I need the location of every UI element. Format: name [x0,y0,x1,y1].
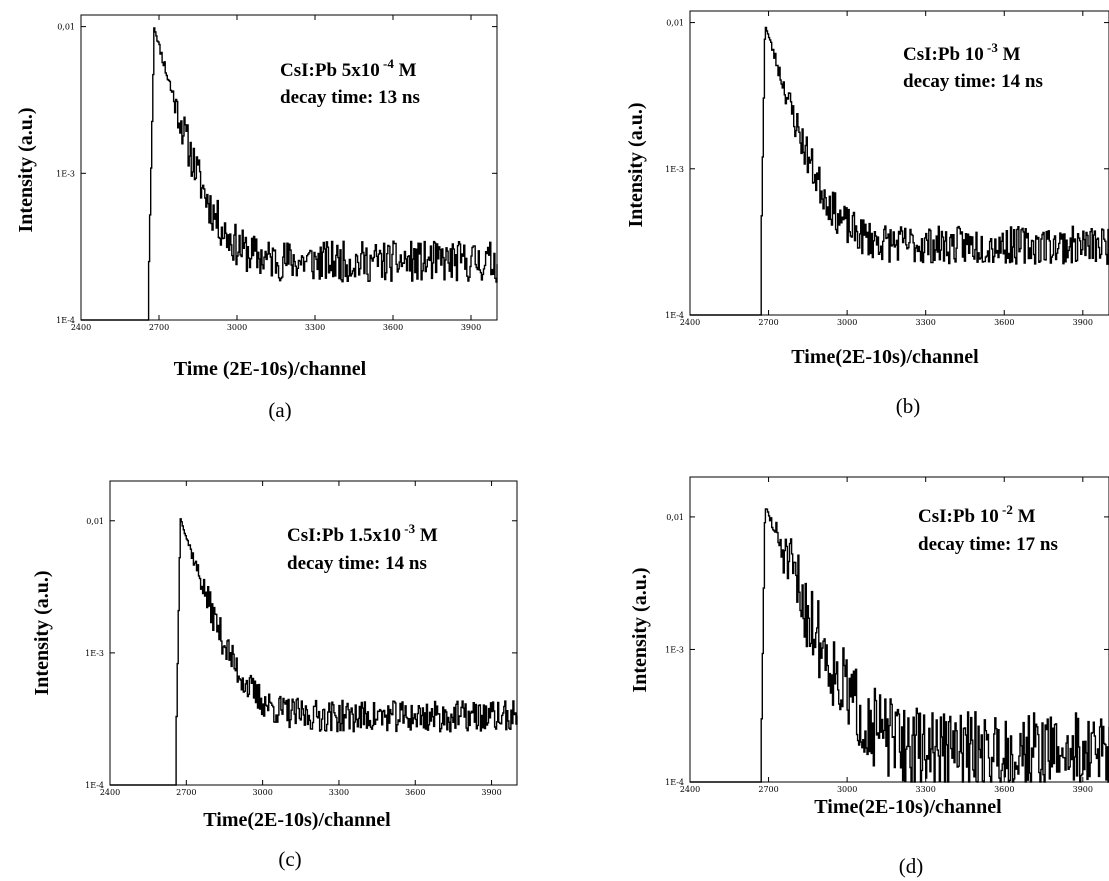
x-tick-label: 2700 [149,323,169,332]
annotation-unit: M [394,60,417,81]
x-tick-label: 2700 [758,318,778,327]
annotation-exponent: -3 [984,40,999,55]
x-tick-label: 2700 [758,785,778,794]
panel-label: (b) [896,394,921,418]
annotation-unit: M [998,44,1021,65]
annotation-prefix: CsI:Pb 5x10 [280,60,380,81]
x-tick-label: 3000 [837,785,857,794]
x-tick-label: 3000 [227,323,247,332]
x-tick-label: 3000 [837,318,857,327]
x-axis-title: Time (2E-10s)/channel [174,358,367,380]
y-tick-label: 1E-4 [56,316,75,325]
x-tick-label: 3600 [994,785,1014,794]
x-tick-label: 3600 [405,788,425,797]
plot-frame [80,14,498,321]
y-tick-label: 0,01 [666,19,684,28]
y-axis-title: Intensity (a.u.) [31,570,53,695]
plot-frame [689,10,1109,316]
decay-curve [110,518,518,786]
x-tick-label: 3900 [1073,785,1093,794]
annotation-decay-time: decay time: 14 ns [903,71,1043,92]
x-tick-label: 3900 [1073,318,1093,327]
annotation-concentration: CsI:Pb 10 -2 M [918,502,1036,527]
annotation-unit: M [1013,506,1036,527]
decay-curve [690,26,1109,316]
y-tick-label: 0,01 [57,23,75,32]
annotation-exponent: -4 [380,56,395,71]
annotation-concentration: CsI:Pb 1.5x10 -3 M [287,521,438,546]
x-tick-label: 3600 [994,318,1014,327]
panel-label: (a) [268,398,291,422]
annotation-concentration: CsI:Pb 10 -3 M [903,40,1021,65]
x-tick-label: 2700 [176,788,196,797]
panel-label: (d) [899,854,924,878]
x-tick-label: 3300 [329,788,349,797]
x-tick-label: 2400 [680,785,700,794]
y-tick-label: 1E-4 [85,781,104,790]
decay-curve [690,508,1109,783]
annotation-decay-time: decay time: 14 ns [287,553,427,574]
x-tick-label: 2400 [100,788,120,797]
x-tick-label: 3900 [461,323,481,332]
plot-frame [689,476,1109,783]
y-axis-title: Intensity (a.u.) [625,102,647,227]
annotation-prefix: CsI:Pb 1.5x10 [287,525,401,546]
x-axis-title: Time(2E-10s)/channel [203,809,391,831]
x-tick-label: 3300 [916,318,936,327]
panel-2: 2400 2700 3000 3300 3600 3900 1E-4 1E-3 0,01 CsI:… [625,10,1109,418]
annotation-prefix: CsI:Pb 10 [903,44,984,65]
y-tick-label: 0,01 [86,517,104,526]
y-tick-label: 1E-4 [665,311,684,320]
panel-label: (c) [278,847,301,871]
annotation-unit: M [415,525,438,546]
x-axis-title: Time(2E-10s)/channel [814,796,1002,818]
annotation-decay-time: decay time: 13 ns [280,87,420,108]
panel-3: 2400 2700 3000 3300 3600 3900 1E-4 1E-3 0,01 CsI:… [31,480,518,871]
annotation-exponent: -2 [999,502,1013,517]
x-tick-label: 3300 [916,785,936,794]
plot-frame [109,480,518,786]
y-tick-label: 1E-3 [85,649,104,658]
annotation-decay-time: decay time: 17 ns [918,534,1058,555]
y-tick-label: 1E-4 [665,778,684,787]
x-tick-label: 3000 [252,788,272,797]
x-tick-label: 3600 [383,323,403,332]
x-axis-title: Time(2E-10s)/channel [791,346,979,368]
x-tick-label: 2400 [71,323,91,332]
panel-4: 2400 2700 3000 3300 3600 3900 1E-4 1E-3 0,01 CsI:… [629,476,1109,878]
y-tick-label: 1E-3 [665,645,684,654]
y-tick-label: 1E-3 [56,169,75,178]
y-tick-label: 0,01 [666,513,684,522]
x-tick-label: 2400 [680,318,700,327]
annotation-concentration: CsI:Pb 5x10 -4 M [280,56,417,81]
panel-1: 2400 2700 3000 3300 3600 3900 1E-4 1E-3 0,01 CsI:… [15,14,498,422]
x-tick-label: 3300 [305,323,325,332]
annotation-exponent: -3 [401,521,416,536]
y-axis-title: Intensity (a.u.) [15,107,37,232]
decay-curve [81,27,498,321]
x-tick-label: 3900 [481,788,501,797]
y-axis-title: Intensity (a.u.) [629,567,651,692]
y-tick-label: 1E-3 [665,165,684,174]
annotation-prefix: CsI:Pb 10 [918,506,999,527]
